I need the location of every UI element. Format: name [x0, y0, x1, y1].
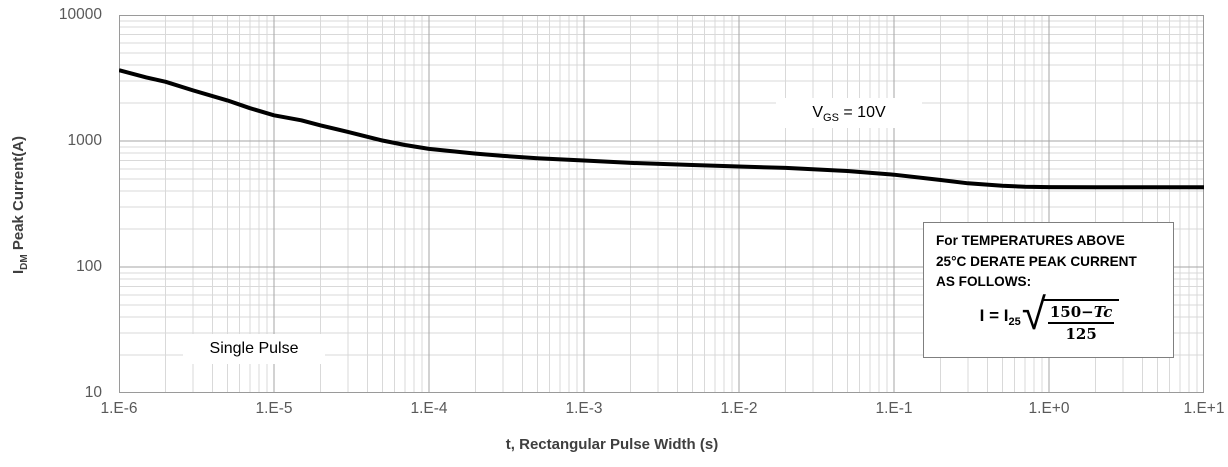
y-axis-title: IDM Peak Current(A) — [10, 55, 32, 355]
x-tick-1e-6: 1.E-6 — [100, 400, 138, 417]
vgs-sub: GS — [823, 112, 839, 125]
y-tick-10: 10 — [84, 384, 102, 401]
vgs-base: V — [812, 104, 824, 121]
y-axis-title-rest: Peak Current(A) — [10, 135, 27, 255]
formula-numerator-var: Tc — [1093, 302, 1113, 321]
x-tick-1e1: 1.E+1 — [1183, 400, 1225, 417]
derating-note-line1: For TEMPERATURES ABOVE — [936, 233, 1125, 248]
formula-denominator: 125 — [1065, 324, 1097, 343]
derating-note-box: For TEMPERATURES ABOVE 25°C DERATE PEAK … — [923, 222, 1174, 358]
x-tick-1e0: 1.E+0 — [1028, 400, 1070, 417]
y-tick-10000: 10000 — [58, 6, 102, 23]
x-tick-1e-2: 1.E-2 — [720, 400, 758, 417]
vgs-rest: = 10V — [838, 104, 886, 121]
formula-fraction: 150− Tc 125 — [1042, 298, 1120, 343]
derating-formula: I = I25 √ 150− Tc 125 — [936, 289, 1163, 343]
plot-svg — [119, 15, 1204, 393]
x-tick-1e-1: 1.E-1 — [875, 400, 913, 417]
derating-note-line2: 25°C DERATE PEAK CURRENT — [936, 253, 1137, 269]
y-tick-100: 100 — [76, 258, 102, 275]
y-tick-1000: 1000 — [67, 132, 102, 149]
formula-numerator: 150− Tc — [1047, 302, 1115, 324]
formula-lhs: I = I25 — [979, 305, 1021, 328]
plot-area — [119, 15, 1204, 393]
single-pulse-label: Single Pulse — [183, 334, 325, 364]
square-root-radical-icon: √ — [1021, 289, 1046, 339]
x-tick-1e-4: 1.E-4 — [410, 400, 448, 417]
x-axis-title: t, Rectangular Pulse Width (s) — [505, 436, 719, 453]
vgs-condition-label: VGS = 10V — [776, 98, 922, 128]
formula-subscript: 25 — [1008, 315, 1021, 328]
derating-note-line3: AS FOLLOWS: — [936, 274, 1032, 290]
x-tick-1e-3: 1.E-3 — [565, 400, 603, 417]
x-tick-1e-5: 1.E-5 — [255, 400, 293, 417]
formula-numerator-const: 150− — [1049, 302, 1094, 321]
